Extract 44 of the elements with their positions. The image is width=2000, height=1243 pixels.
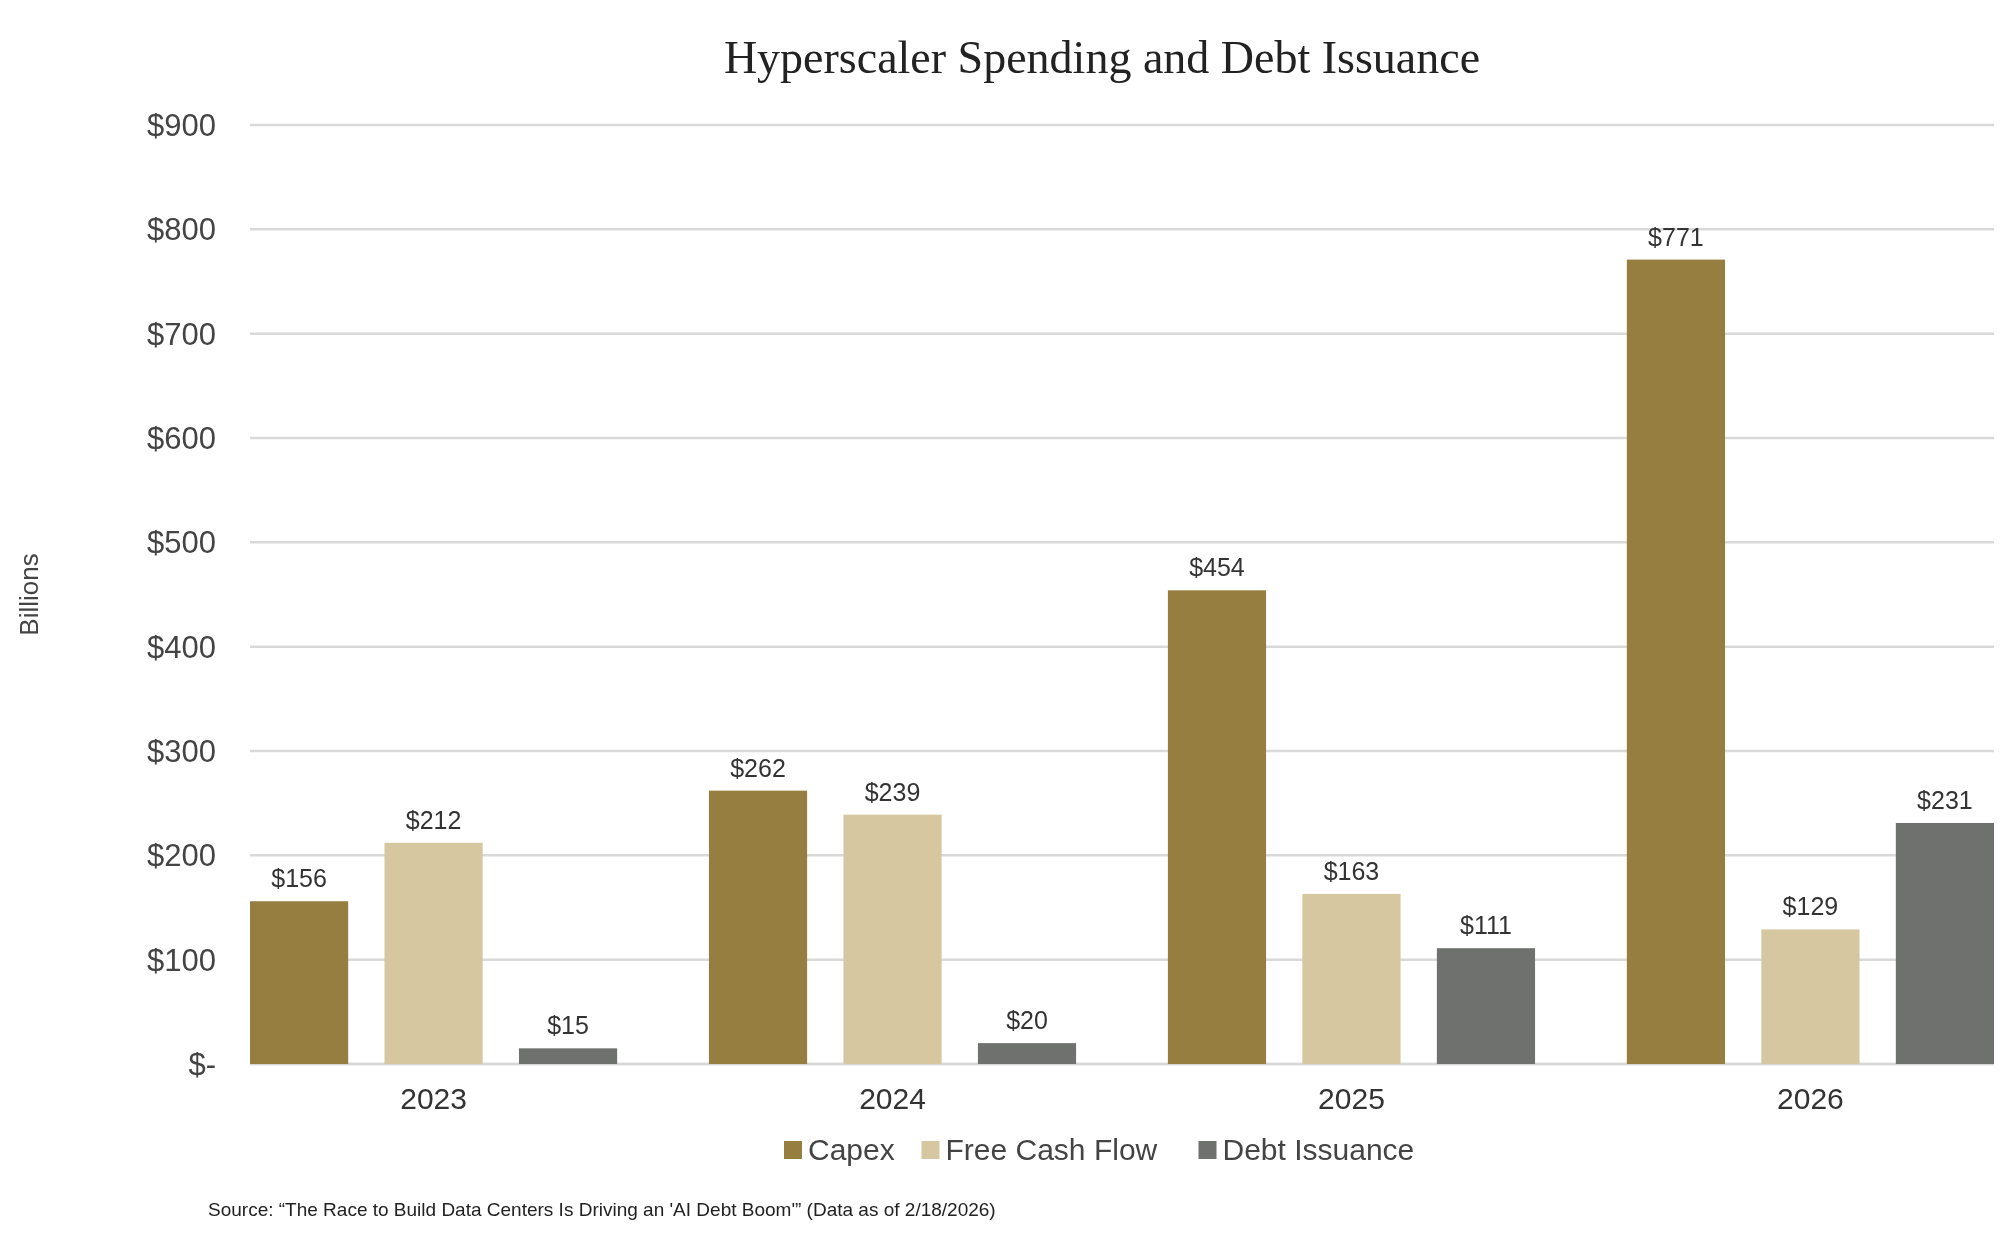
x-tick-label: 2026 [1777,1082,1844,1115]
y-tick-label: $900 [147,108,216,143]
data-label: $163 [1323,856,1380,885]
legend-label: Debt Issuance [1222,1133,1415,1166]
bar [843,814,942,1064]
x-tick-label: 2023 [400,1082,467,1115]
data-label: $454 [1189,553,1245,582]
chart-title: Hyperscaler Spending and Debt Issuance [723,32,1481,83]
legend-label: Free Cash Flow [945,1133,1158,1166]
data-label: $239 [864,777,921,806]
y-axis-title: Billions [14,553,44,636]
x-tick-label: 2025 [1318,1082,1385,1115]
y-tick-label: $800 [147,212,216,248]
bar [250,901,349,1064]
bar [708,790,808,1064]
y-tick-label: $200 [147,838,216,874]
y-tick-label: $- [188,1047,216,1082]
bar [977,1043,1077,1064]
legend-label: Capex [808,1133,895,1166]
y-tick-label: $100 [147,942,216,978]
bar [384,842,483,1064]
data-label: $231 [1917,785,1973,814]
bar [1436,948,1536,1064]
bar [1167,590,1267,1064]
data-label: $262 [730,753,786,782]
bar [518,1048,618,1064]
bar [1895,822,1994,1064]
data-label: $111 [1460,911,1512,940]
bar [1302,893,1401,1064]
bar [1626,259,1726,1064]
data-label: $129 [1782,892,1839,921]
data-label: $156 [271,864,327,893]
bar [1761,929,1860,1064]
source-note: Source: “The Race to Build Data Centers Is Driving an 'AI Debt Boom'” (Data as of 2/18/2026) [208,1199,996,1220]
y-tick-label: $300 [147,734,216,769]
y-tick-label: $600 [147,421,216,456]
x-tick-label: 2024 [859,1082,926,1115]
y-tick-label: $400 [147,629,216,665]
data-label: $20 [1006,1006,1048,1035]
y-tick-label: $500 [147,525,216,561]
data-label: $771 [1648,222,1704,251]
data-label: $15 [547,1011,589,1040]
data-label: $212 [405,805,462,834]
y-tick-label: $700 [147,316,216,352]
